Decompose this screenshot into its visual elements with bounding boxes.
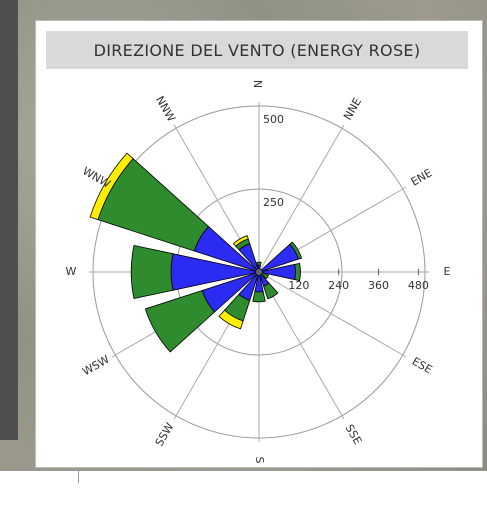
direction-label: N (252, 80, 265, 88)
page: {"chart_data": {"type": "windrose", "tit… (0, 0, 487, 509)
wedge (145, 290, 214, 352)
direction-label: NNW (153, 94, 178, 124)
wedge (257, 262, 261, 265)
direction-label: ENE (409, 166, 435, 188)
bottom-bar (0, 470, 487, 510)
direction-label: WSW (80, 353, 111, 379)
side-panel (0, 0, 18, 440)
direction-label: E (444, 265, 451, 278)
direction-label: NNE (341, 96, 364, 123)
scale-tick-label: 240 (328, 279, 349, 292)
wedge (171, 254, 259, 291)
r-tick-label: 500 (263, 113, 284, 126)
direction-label: SSW (153, 420, 177, 448)
divider (78, 471, 79, 483)
wedge (131, 245, 173, 298)
wedge (253, 291, 265, 301)
chart: N NNE ENE E ESE SSE S SSW WSW W WNW NNW 250 500 120 240… (36, 21, 482, 467)
scale-tick-label: 360 (368, 279, 389, 292)
direction-label: S (253, 457, 266, 464)
center (256, 269, 262, 275)
direction-label: ESE (410, 355, 435, 377)
direction-label: W (66, 265, 77, 278)
direction-label: SSE (343, 422, 365, 447)
r-tick-label: 250 (263, 196, 284, 209)
scale-tick-label: 480 (408, 279, 429, 292)
wedge (264, 283, 278, 299)
direction-label: WNW (80, 164, 113, 190)
scale-tick-label: 120 (288, 279, 309, 292)
